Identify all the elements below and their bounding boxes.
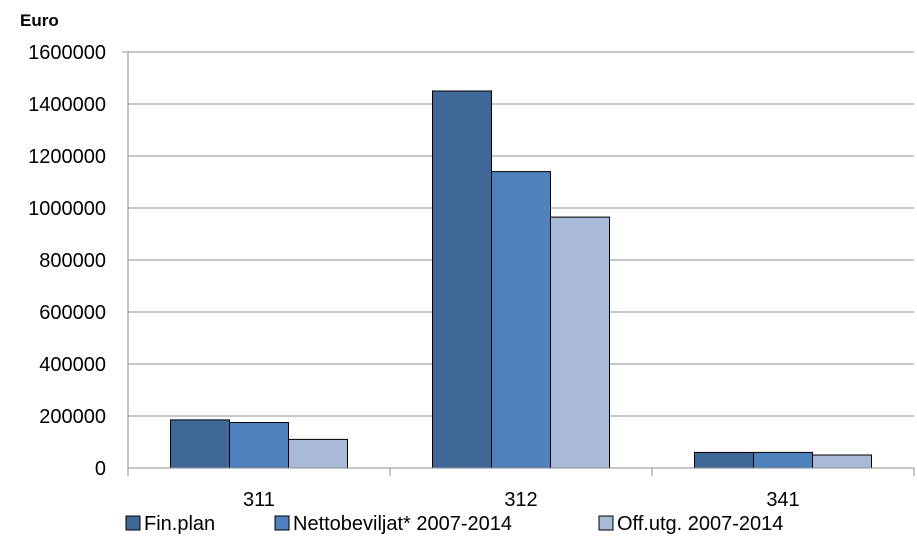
x-category-label: 341 bbox=[766, 489, 799, 511]
bar bbox=[432, 90, 492, 469]
x-category-label: 311 bbox=[243, 489, 275, 511]
y-tick-label: 800000 bbox=[39, 250, 106, 272]
y-axis-tick-labels: 0 200000 400000 600000 800000 1000000 1200000 1… bbox=[28, 42, 106, 480]
bar bbox=[812, 454, 872, 469]
bar bbox=[753, 451, 813, 469]
y-tick-label: 1200000 bbox=[28, 146, 106, 168]
y-tick-label: 600000 bbox=[39, 302, 106, 324]
y-axis-unit-label: Euro bbox=[20, 11, 59, 30]
bar bbox=[288, 438, 348, 469]
x-category-label: 312 bbox=[504, 489, 537, 511]
legend-swatch bbox=[598, 515, 614, 531]
bar bbox=[229, 422, 289, 469]
legend-swatch bbox=[125, 515, 141, 531]
legend-swatch bbox=[274, 515, 290, 531]
legend-label: Nettobeviljat* 2007-2014 bbox=[293, 513, 512, 535]
y-tick-label: 200000 bbox=[39, 406, 106, 428]
bar bbox=[550, 216, 610, 469]
bar bbox=[694, 451, 754, 469]
y-tick-label: 1000000 bbox=[28, 198, 106, 220]
bar bbox=[491, 171, 551, 469]
y-tick-label: 0 bbox=[95, 458, 106, 480]
x-axis-category-labels: 311 312 341 bbox=[243, 489, 800, 511]
legend-label: Fin.plan bbox=[144, 513, 215, 535]
legend-label: Off.utg. 2007-2014 bbox=[617, 513, 783, 535]
y-tick-label: 400000 bbox=[39, 354, 106, 376]
legend: Fin.plan Nettobeviljat* 2007-2014 Off.utg.… bbox=[125, 513, 783, 535]
axes bbox=[122, 51, 915, 476]
bars bbox=[170, 90, 872, 469]
y-tick-label: 1600000 bbox=[28, 42, 106, 64]
bar bbox=[170, 419, 230, 469]
y-tick-label: 1400000 bbox=[28, 94, 106, 116]
